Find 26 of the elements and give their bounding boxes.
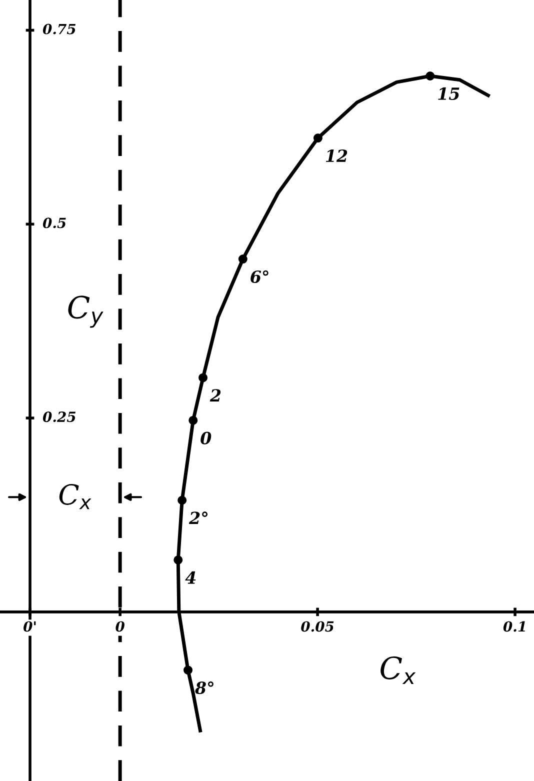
annotation: 15 [438,87,460,100]
annotation: 0 [200,432,212,444]
y-tick-label: 0.25 [42,412,76,422]
annotation: 4 [185,571,196,584]
y-tick-label: 0.5 [42,218,66,228]
point [184,666,193,675]
x-axis-title: C$_{x}$ [380,656,416,684]
annotation: 12 [326,149,348,162]
annotation: 2° [188,512,208,524]
annotation: 2 [210,389,221,402]
x-tick-label: 0 [116,621,124,632]
annotation: C$_{x}$ [59,484,92,510]
point [198,373,208,382]
point [238,254,248,264]
y-axis-title: C$_{y}$ [68,296,104,328]
annotation: 8° [195,681,214,694]
point [426,72,435,81]
point [188,416,198,425]
y-tick-label: 0.75 [42,24,76,34]
point [174,555,183,564]
point [313,134,322,143]
x-tick-label: 0.05 [301,621,334,632]
point [178,496,187,505]
x-tick-label: 0.1 [503,621,525,632]
x-tick-label: 0' [24,621,36,632]
annotation: 6° [250,270,268,284]
